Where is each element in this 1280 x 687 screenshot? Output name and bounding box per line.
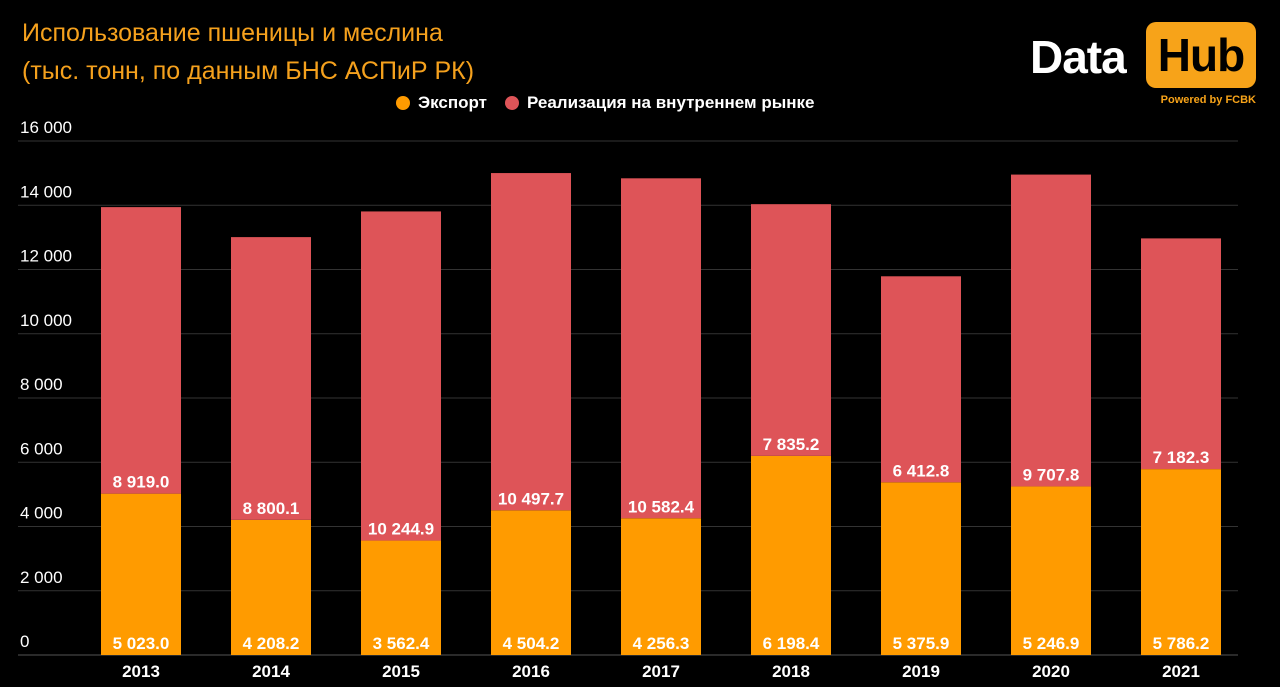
- bar-export: [881, 482, 961, 655]
- legend-label-domestic: Реализация на внутреннем рынке: [526, 93, 815, 112]
- datahub-logo: Data Hub Powered by FCBK: [1030, 22, 1260, 112]
- bar-export: [751, 455, 831, 655]
- data-label-domestic: 10 497.7: [498, 489, 564, 508]
- bar-domestic: [1011, 174, 1091, 487]
- data-label-export: 5 246.9: [1023, 634, 1080, 653]
- x-tick-label: 2016: [512, 662, 550, 681]
- x-tick-label: 2020: [1032, 662, 1070, 681]
- y-tick-label: 10 000: [20, 311, 72, 330]
- data-label-domestic: 6 412.8: [893, 461, 950, 480]
- bar-export: [361, 540, 441, 655]
- data-label-export: 3 562.4: [373, 634, 430, 653]
- bar-domestic: [361, 211, 441, 541]
- bar-export: [621, 518, 701, 655]
- legend-swatch-export: [396, 96, 410, 110]
- data-label-export: 4 504.2: [503, 634, 560, 653]
- title-line-1: Использование пшеницы и меслина: [22, 19, 443, 47]
- y-tick-label: 12 000: [20, 247, 72, 266]
- data-label-export: 5 786.2: [1153, 634, 1210, 653]
- y-tick-label: 16 000: [20, 118, 72, 137]
- chart-title: Использование пшеницы и меслина (тыс. то…: [22, 14, 474, 90]
- bar-domestic: [1141, 238, 1221, 470]
- data-label-export: 6 198.4: [763, 634, 820, 653]
- data-label-domestic: 7 835.2: [763, 435, 820, 454]
- data-label-domestic: 10 582.4: [628, 497, 695, 516]
- legend-swatch-domestic: [504, 96, 519, 110]
- legend-label-export: Экспорт: [418, 93, 487, 112]
- data-label-export: 5 375.9: [893, 634, 950, 653]
- bar-export: [1011, 486, 1091, 655]
- x-tick-label: 2021: [1162, 662, 1200, 681]
- logo-word-data: Data: [1030, 31, 1127, 83]
- bar-export: [491, 510, 571, 655]
- data-label-export: 4 208.2: [243, 634, 300, 653]
- data-label-domestic: 9 707.8: [1023, 465, 1080, 484]
- x-tick-label: 2019: [902, 662, 940, 681]
- title-line-2: (тыс. тонн, по данным БНС АСПиР РК): [22, 57, 475, 85]
- x-tick-label: 2018: [772, 662, 810, 681]
- bar-export: [1141, 469, 1221, 655]
- legend: Экспорт Реализация на внутреннем рынке: [396, 93, 814, 113]
- y-tick-label: 4 000: [20, 504, 63, 523]
- y-tick-label: 0: [20, 632, 29, 651]
- legend-item-export: Экспорт: [396, 93, 487, 113]
- x-tick-label: 2017: [642, 662, 680, 681]
- bar-export: [101, 493, 181, 655]
- data-label-domestic: 7 182.3: [1153, 448, 1210, 467]
- data-label-domestic: 8 800.1: [243, 499, 300, 518]
- x-tick-label: 2015: [382, 662, 420, 681]
- bar-domestic: [101, 207, 181, 494]
- data-label-domestic: 8 919.0: [113, 473, 170, 492]
- bar-domestic: [751, 204, 831, 456]
- logo-word-hub: Hub: [1146, 22, 1256, 88]
- y-tick-label: 8 000: [20, 375, 63, 394]
- legend-item-domestic: Реализация на внутреннем рынке: [504, 93, 815, 113]
- bar-domestic: [881, 276, 961, 483]
- data-label-export: 4 256.3: [633, 634, 690, 653]
- logo-powered-by: Powered by FCBK: [1160, 94, 1256, 106]
- data-label-domestic: 10 244.9: [368, 520, 434, 539]
- data-label-export: 5 023.0: [113, 634, 170, 653]
- y-tick-label: 2 000: [20, 568, 63, 587]
- x-tick-label: 2014: [252, 662, 290, 681]
- bar-domestic: [231, 237, 311, 520]
- bar-domestic: [621, 178, 701, 519]
- y-tick-label: 14 000: [20, 182, 72, 201]
- bar-domestic: [491, 173, 571, 511]
- bar-export: [231, 519, 311, 655]
- x-tick-label: 2013: [122, 662, 160, 681]
- y-tick-label: 6 000: [20, 439, 63, 458]
